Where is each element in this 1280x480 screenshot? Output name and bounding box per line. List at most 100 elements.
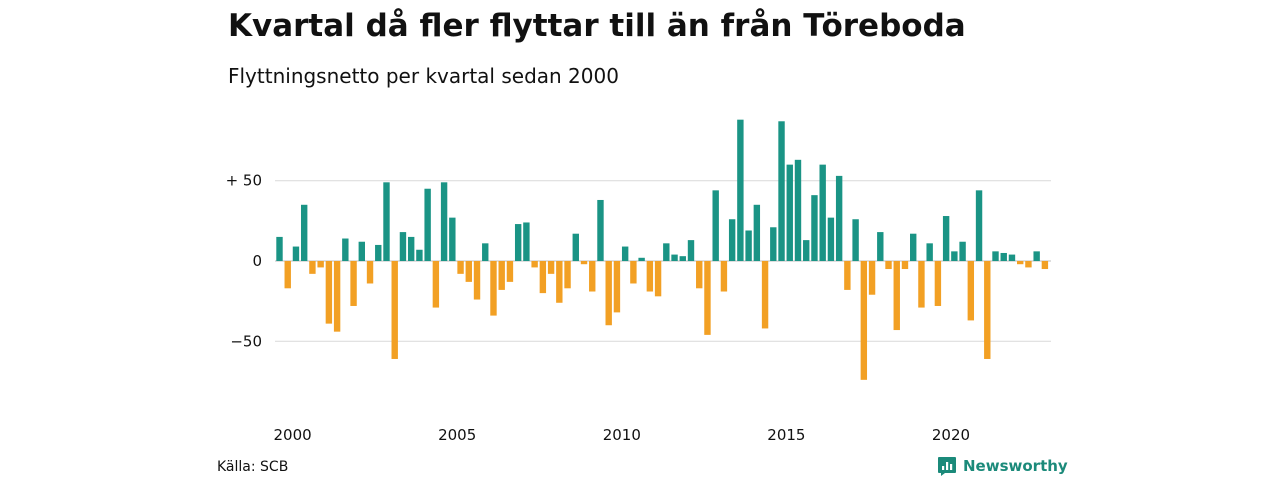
bar-2004-k3[interactable] [424, 188, 431, 261]
bar-2012-k3[interactable] [687, 240, 695, 261]
bar-2013-k4[interactable] [728, 219, 736, 261]
bar-2003-k1[interactable] [375, 244, 382, 261]
bar-2020-k4[interactable] [959, 241, 966, 261]
bar-2022-k3[interactable] [1017, 261, 1024, 265]
bar-2018-k4[interactable] [893, 261, 900, 331]
bar-2000-k3[interactable] [292, 246, 300, 261]
bar-2015-k4[interactable] [794, 159, 802, 261]
bar-2017-k4[interactable] [860, 261, 868, 380]
bar-2008-k4[interactable] [564, 261, 571, 289]
bar-2010-k4[interactable] [630, 261, 637, 284]
bar-2019-k4[interactable] [926, 243, 933, 261]
bar-2002-k1[interactable] [342, 238, 349, 261]
bar-2013-k3[interactable] [720, 261, 728, 292]
bar-2015-k3[interactable] [786, 164, 793, 261]
bar-2020-k3[interactable] [951, 251, 958, 261]
bar-2011-k2[interactable] [646, 261, 654, 292]
bar-2012-k4[interactable] [696, 261, 703, 289]
bar-2020-k1[interactable] [934, 261, 942, 306]
bar-2019-k2[interactable] [910, 233, 917, 261]
bar-2016-k4[interactable] [827, 217, 835, 261]
bar-2022-k1[interactable] [1000, 252, 1007, 261]
bar-2005-k1[interactable] [440, 182, 448, 261]
bar-2011-k3[interactable] [654, 261, 662, 297]
bars [276, 119, 1049, 380]
bar-2013-k1[interactable] [704, 261, 711, 335]
bar-2018-k3[interactable] [885, 261, 892, 270]
bar-2018-k2[interactable] [877, 232, 884, 261]
bar-2016-k1[interactable] [803, 240, 810, 261]
bar-2021-k4[interactable] [992, 251, 999, 261]
bar-2000-k1[interactable] [276, 236, 283, 261]
bar-2001-k1[interactable] [309, 261, 316, 274]
bar-2010-k1[interactable] [605, 261, 612, 326]
bar-2018-k1[interactable] [868, 261, 876, 295]
bar-2022-k4[interactable] [1025, 261, 1032, 268]
bar-2021-k1[interactable] [967, 261, 975, 321]
bar-2006-k4[interactable] [498, 261, 505, 290]
newsworthy-logo[interactable]: Newsworthy [937, 456, 1068, 476]
bar-2008-k3[interactable] [556, 261, 563, 303]
bar-2010-k3[interactable] [621, 246, 629, 261]
bar-2014-k3[interactable] [753, 204, 761, 261]
bar-2017-k2[interactable] [844, 261, 851, 290]
bar-2002-k4[interactable] [366, 261, 374, 284]
bar-2019-k1[interactable] [901, 261, 909, 270]
bar-2014-k4[interactable] [761, 261, 769, 329]
bar-2001-k3[interactable] [325, 261, 333, 324]
bar-2015-k2[interactable] [778, 121, 785, 261]
bar-2005-k2[interactable] [449, 217, 456, 261]
bar-2002-k2[interactable] [350, 261, 357, 306]
bar-2007-k4[interactable] [531, 261, 538, 268]
bar-2006-k1[interactable] [473, 261, 481, 300]
bar-2020-k2[interactable] [942, 216, 950, 261]
bar-2021-k3[interactable] [984, 261, 991, 359]
bar-2002-k3[interactable] [358, 241, 365, 261]
bar-2008-k1[interactable] [539, 261, 547, 294]
bar-2023-k1[interactable] [1033, 251, 1040, 261]
bar-2000-k4[interactable] [300, 204, 308, 261]
bar-2006-k2[interactable] [482, 243, 489, 261]
bar-2004-k1[interactable] [407, 236, 415, 261]
bar-2004-k2[interactable] [416, 249, 423, 261]
bar-2007-k3[interactable] [523, 222, 530, 261]
x-axis-ticks: 2000 2005 2010 2015 2020 [274, 426, 971, 444]
bar-2023-k2[interactable] [1041, 261, 1049, 270]
bar-2009-k1[interactable] [572, 233, 579, 261]
bar-2016-k3[interactable] [819, 164, 826, 261]
bar-2021-k2[interactable] [975, 190, 983, 261]
bar-2017-k3[interactable] [852, 219, 859, 261]
bar-2017-k1[interactable] [835, 175, 843, 261]
bar-2003-k3[interactable] [391, 261, 398, 359]
bar-2008-k2[interactable] [547, 261, 555, 274]
bar-2014-k1[interactable] [737, 119, 744, 261]
bar-2009-k4[interactable] [597, 199, 604, 261]
bar-2013-k2[interactable] [712, 190, 719, 261]
y-tick-label-1: 0 [252, 252, 262, 270]
bar-2019-k3[interactable] [918, 261, 925, 308]
source-note: Källa: SCB [217, 459, 289, 475]
bar-2011-k1[interactable] [638, 257, 645, 261]
bar-2009-k2[interactable] [580, 261, 588, 265]
bar-2011-k4[interactable] [663, 243, 670, 261]
bar-2006-k3[interactable] [490, 261, 497, 316]
bar-2016-k2[interactable] [811, 195, 818, 261]
bar-2009-k3[interactable] [589, 261, 596, 292]
bar-2004-k4[interactable] [432, 261, 440, 308]
bar-2022-k2[interactable] [1008, 254, 1016, 261]
bar-2005-k4[interactable] [465, 261, 472, 282]
bar-2005-k3[interactable] [457, 261, 464, 274]
bar-2010-k2[interactable] [613, 261, 621, 313]
bar-2007-k2[interactable] [514, 224, 522, 261]
bar-2012-k1[interactable] [671, 254, 678, 261]
x-tick-label-2015: 2015 [767, 426, 805, 444]
bar-2003-k2[interactable] [383, 182, 390, 261]
bar-2000-k2[interactable] [284, 261, 291, 289]
bar-2014-k2[interactable] [745, 230, 752, 261]
bar-2007-k1[interactable] [506, 261, 514, 282]
bar-2015-k1[interactable] [770, 227, 777, 261]
bar-2001-k2[interactable] [317, 261, 324, 268]
bar-2001-k4[interactable] [333, 261, 341, 332]
bar-2012-k2[interactable] [679, 256, 686, 261]
bar-2003-k4[interactable] [399, 232, 407, 261]
